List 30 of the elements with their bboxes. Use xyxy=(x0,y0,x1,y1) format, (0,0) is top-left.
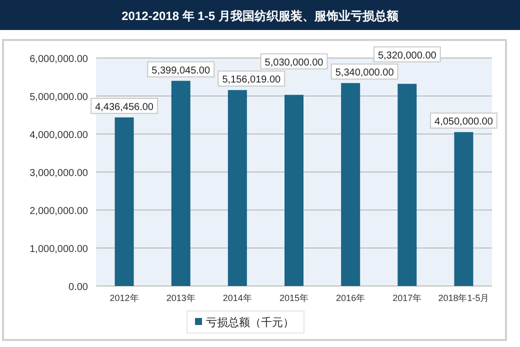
text: 4,050,000.00 xyxy=(434,116,493,128)
bar xyxy=(284,94,304,286)
bar xyxy=(171,80,190,286)
y-tick-label: 3,000,000.00 xyxy=(30,168,88,179)
y-tick-label: 6,000,000.00 xyxy=(30,54,88,65)
bar xyxy=(114,117,134,286)
text: 5,340,000.00 xyxy=(335,68,394,79)
bar xyxy=(454,132,474,286)
x-tick-label: 2017年 xyxy=(392,293,422,303)
text: 5,156,019.00 xyxy=(222,74,281,86)
y-tick-label: 2,000,000.00 xyxy=(30,206,88,217)
y-tick-label: 0.00 xyxy=(68,282,88,293)
x-tick-label: 2016年 xyxy=(336,293,366,303)
x-tick-label: 2018年1-5月 xyxy=(438,293,490,303)
text: 5,399,045.00 xyxy=(152,65,210,76)
x-tick-label: 2012年 xyxy=(110,293,139,303)
x-tick-label: 2015年 xyxy=(279,293,309,303)
bar xyxy=(228,90,247,286)
text: 5,030,000.00 xyxy=(264,57,324,68)
y-tick-label: 4,000,000.00 xyxy=(30,130,88,141)
x-tick-label: 2014年 xyxy=(222,293,252,303)
bar xyxy=(398,84,417,286)
chart-title: 2012-2018 年 1-5 月我国纺织服装、服饰业亏损总额 xyxy=(122,9,400,23)
x-tick-label: 2013年 xyxy=(166,293,196,303)
bar xyxy=(341,83,360,286)
legend-label: 亏损总额（千元） xyxy=(206,316,294,329)
y-tick-label: 5,000,000.00 xyxy=(30,92,88,103)
text: 5,320,000.00 xyxy=(378,50,436,62)
y-tick-label: 1,000,000.00 xyxy=(30,244,88,255)
text: 4,436,456.00 xyxy=(95,102,154,113)
